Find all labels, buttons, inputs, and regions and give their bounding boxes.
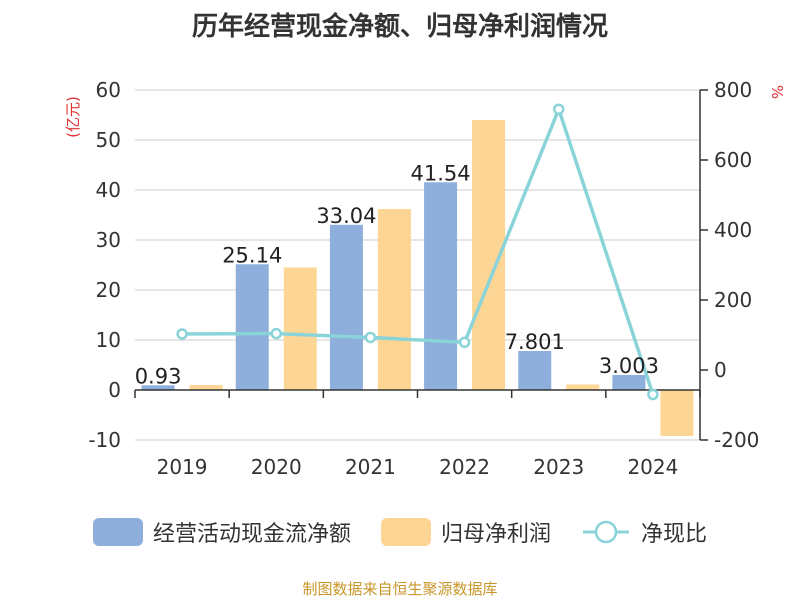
data-label-cash: 0.93 [135,364,182,388]
x-tick-label: 2023 [533,455,584,479]
legend-item-cash[interactable]: 经营活动现金流净额 [92,516,351,548]
legend-item-ratio[interactable]: 净现比 [581,516,707,548]
x-tick-label: 2019 [157,455,208,479]
ratio-point [270,327,282,340]
chart-title: 历年经营现金净额、归母净利润情况 [191,12,608,42]
bar-profit [377,209,411,390]
bar-profit [189,385,223,390]
source-note: 制图数据来自恒生聚源数据库 [302,580,498,598]
x-tick-label: 2020 [251,455,302,479]
x-tick-label: 2021 [345,455,396,479]
y-right-tick-label: 600 [714,148,752,172]
ratio-line [182,104,655,396]
y-right-tick-label: 0 [714,358,727,382]
legend-item-profit[interactable]: 归母净利润 [380,516,551,548]
y-right-tick-label: 400 [714,218,752,242]
bar-cash [612,374,646,390]
bar-cash [424,182,458,390]
y-right-tick-label: 200 [714,288,752,312]
y-left-tick-label: 20 [96,278,121,302]
legend-label-profit: 归母净利润 [440,522,551,547]
ratio-point [458,336,471,349]
ratio-point [647,388,659,401]
data-label-cash: 25.14 [222,243,282,267]
ratio-point [364,331,377,344]
ratio-point [176,328,188,340]
y-left-tick-label: -10 [88,428,121,452]
legend-label-cash: 经营活动现金流净额 [152,522,351,547]
y-left-tick-label: 60 [96,78,121,102]
y-left-tick-label: 40 [96,178,121,202]
bar-cash [518,350,552,390]
bar-cash [329,224,363,390]
bar-profit [660,390,694,436]
bar-cash [235,264,269,390]
bar-cash [141,385,175,390]
ratio-point [553,103,565,115]
data-label-cash: 3.003 [599,354,659,378]
y-left-tick-label: 0 [108,378,121,402]
y-left-tick-label: 50 [96,128,121,152]
legend-swatch-cash [92,518,143,546]
x-tick-label: 2024 [627,455,678,479]
y-left-tick-label: 10 [96,328,121,352]
y-right-tick-label: -200 [714,428,759,452]
legend-label-ratio: 净现比 [641,522,708,547]
y-left-unit: (亿元) [64,96,82,138]
bar-profit [566,384,600,390]
y-right-unit: % [768,85,786,99]
data-label-cash: 7.801 [505,330,565,354]
legend-swatch-profit [380,518,431,546]
data-label-cash: 33.04 [316,204,376,228]
y-right-tick-label: 800 [714,78,752,102]
data-label-cash: 41.54 [411,161,471,185]
y-left-tick-label: 30 [96,228,121,252]
x-tick-label: 2022 [439,455,490,479]
legend-swatch-ratio [583,520,629,544]
bar-profit [283,267,317,390]
legend: 经营活动现金流净额 归母净利润 净现比 [0,516,800,548]
